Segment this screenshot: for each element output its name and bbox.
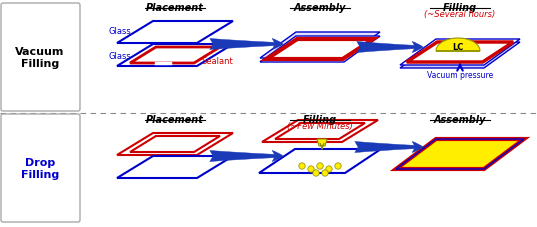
Polygon shape: [267, 40, 373, 60]
FancyBboxPatch shape: [1, 114, 80, 222]
Circle shape: [335, 163, 341, 169]
Circle shape: [326, 166, 332, 173]
FancyBboxPatch shape: [1, 4, 80, 111]
Text: (~Few Minutes): (~Few Minutes): [287, 121, 353, 131]
Polygon shape: [317, 139, 327, 146]
Circle shape: [317, 163, 323, 169]
Polygon shape: [260, 37, 380, 63]
Polygon shape: [117, 133, 233, 155]
Circle shape: [308, 166, 314, 173]
Polygon shape: [259, 149, 381, 173]
Text: Sealant: Sealant: [201, 56, 233, 65]
Polygon shape: [400, 40, 520, 66]
Text: Vacuum
Filling: Vacuum Filling: [16, 47, 64, 69]
Polygon shape: [396, 139, 524, 169]
Text: Vacuum pressure: Vacuum pressure: [427, 71, 493, 80]
Text: Assembly: Assembly: [434, 114, 486, 124]
Polygon shape: [117, 156, 233, 178]
Polygon shape: [407, 43, 513, 63]
Text: (~Several hours): (~Several hours): [424, 10, 496, 19]
Text: Filling: Filling: [443, 3, 477, 13]
Polygon shape: [436, 39, 480, 52]
Text: Placement: Placement: [146, 3, 204, 13]
Circle shape: [322, 170, 328, 176]
Polygon shape: [117, 22, 233, 44]
Polygon shape: [130, 136, 220, 152]
Polygon shape: [260, 33, 380, 59]
Text: Glass: Glass: [108, 51, 131, 60]
Polygon shape: [275, 123, 365, 139]
Text: Assembly: Assembly: [294, 3, 346, 13]
Polygon shape: [117, 45, 233, 67]
Circle shape: [313, 170, 319, 176]
Polygon shape: [400, 43, 520, 69]
Text: Filling: Filling: [303, 114, 337, 124]
Text: Placement: Placement: [146, 114, 204, 124]
Text: Drop
Filling: Drop Filling: [21, 158, 59, 179]
Text: Glass: Glass: [108, 26, 131, 35]
Text: LC: LC: [452, 42, 463, 51]
Polygon shape: [262, 121, 378, 142]
Circle shape: [299, 163, 305, 169]
